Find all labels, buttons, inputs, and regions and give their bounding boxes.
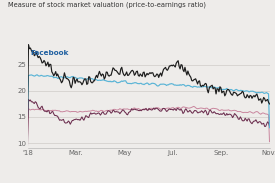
Text: Measure of stock market valuation (price-to-earnings ratio): Measure of stock market valuation (price… [8,2,206,8]
Text: Facebook: Facebook [30,50,68,56]
